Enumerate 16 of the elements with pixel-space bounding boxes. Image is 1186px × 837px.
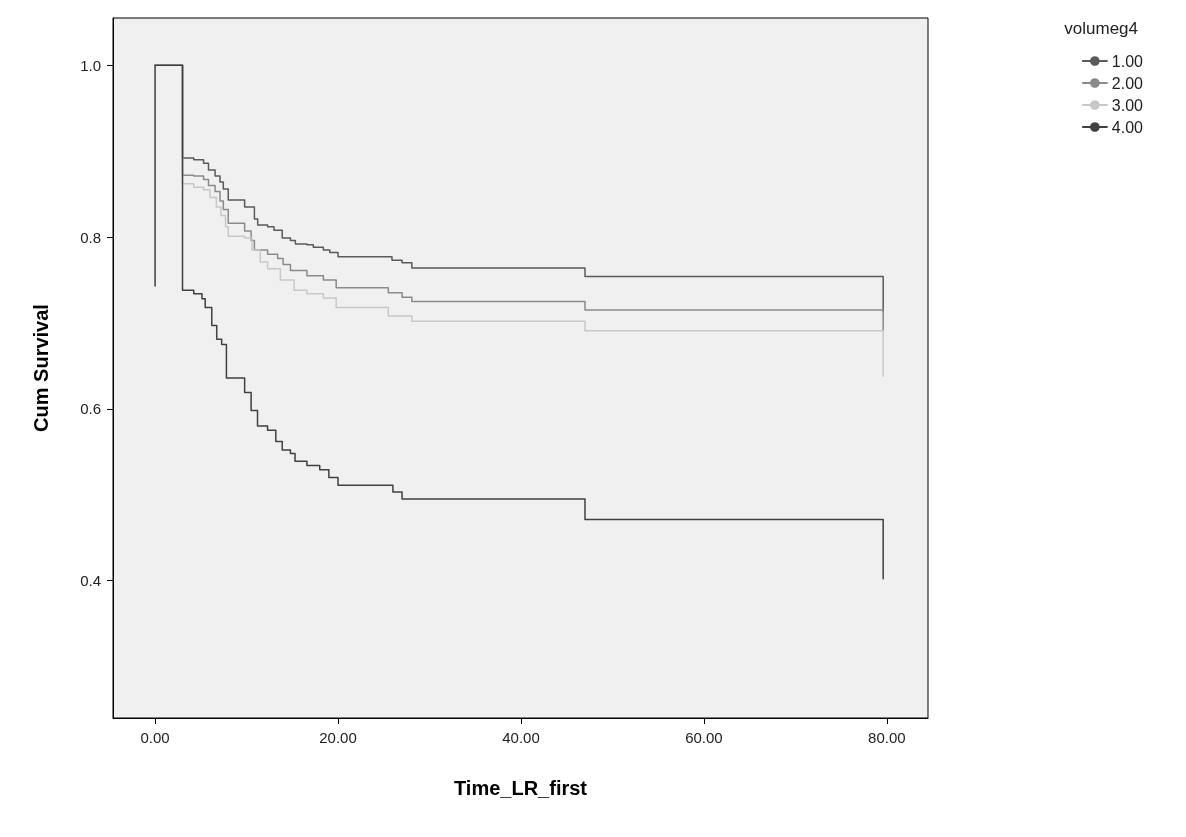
x-tick-label: 80.00 xyxy=(868,729,906,746)
y-tick-label: 0.4 xyxy=(80,572,101,590)
legend-label: 2.00 xyxy=(1111,74,1144,92)
x-axis-title: Time_LR_first xyxy=(453,777,588,799)
legend-label: 4.00 xyxy=(1111,118,1144,136)
legend-title: volumeg4 xyxy=(1064,19,1139,38)
y-axis-title: Cum Survival xyxy=(30,304,52,432)
x-tick-label: 40.00 xyxy=(502,729,540,746)
legend-label: 3.00 xyxy=(1111,96,1144,114)
y-tick-label: 0.8 xyxy=(80,228,101,246)
x-tick-label: 20.00 xyxy=(319,729,357,746)
x-tick-label: 0.00 xyxy=(140,729,170,746)
x-tick-label: 60.00 xyxy=(685,729,723,746)
legend-label: 1.00 xyxy=(1111,52,1144,70)
y-tick-label: 1.0 xyxy=(80,56,101,74)
y-tick-label: 0.6 xyxy=(80,400,101,418)
